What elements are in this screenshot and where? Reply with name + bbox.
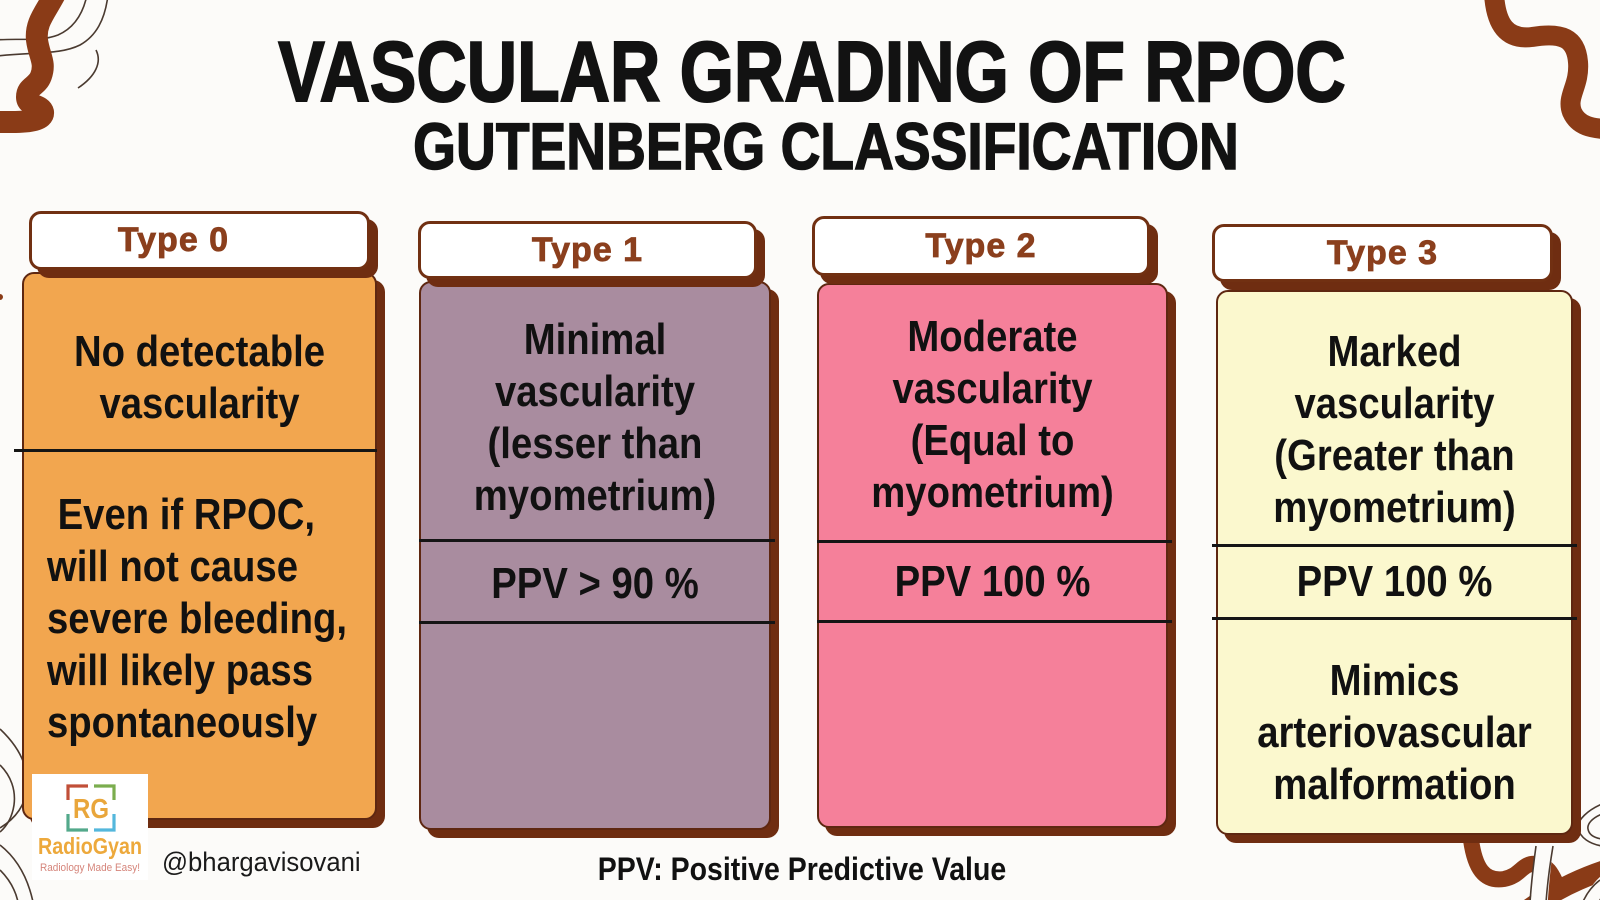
svg-text:RadioGyan: RadioGyan [38, 833, 142, 859]
svg-text:Radiology Made Easy!: Radiology Made Easy! [40, 862, 140, 874]
svg-text:RG: RG [73, 793, 109, 824]
